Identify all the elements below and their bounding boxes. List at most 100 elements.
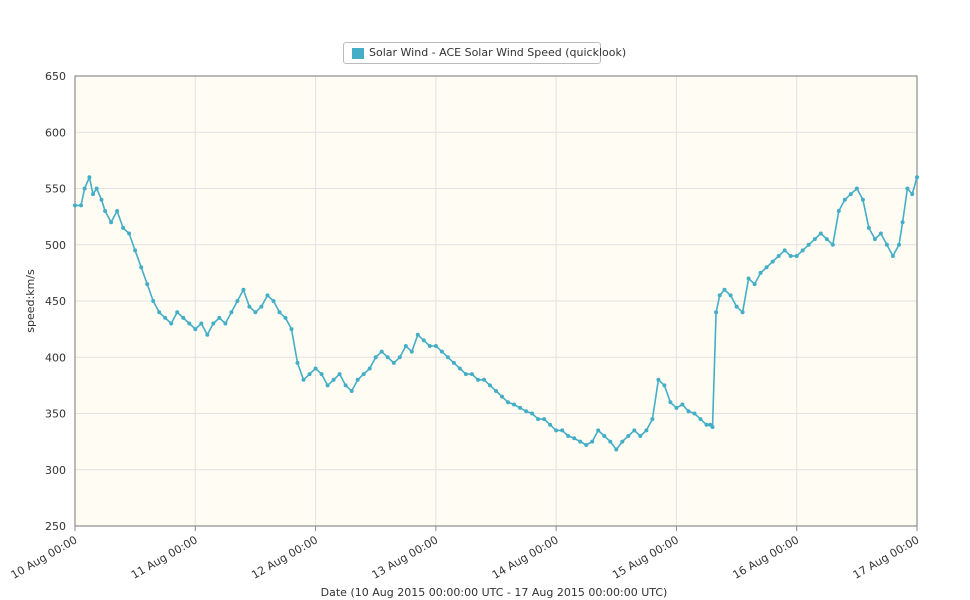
data-point — [127, 231, 132, 236]
data-point — [572, 436, 577, 441]
data-point — [866, 225, 871, 230]
data-point — [824, 237, 829, 242]
data-point — [379, 349, 384, 354]
data-point — [205, 332, 210, 337]
data-point — [445, 355, 450, 360]
data-point — [482, 377, 486, 382]
data-point — [500, 394, 504, 399]
data-point — [121, 225, 126, 230]
data-point — [752, 282, 757, 287]
data-point — [343, 383, 348, 388]
data-point — [848, 192, 853, 197]
data-point — [764, 265, 769, 270]
data-point — [788, 254, 793, 258]
data-point — [554, 428, 559, 433]
data-point — [157, 310, 162, 315]
y-tick-label: 250 — [45, 520, 66, 533]
y-tick-label: 400 — [45, 351, 66, 364]
x-tick-label: 12 Aug 00:00 — [249, 533, 320, 581]
data-point — [457, 366, 462, 371]
data-point — [596, 428, 601, 433]
data-point — [367, 366, 372, 371]
data-point — [812, 237, 817, 242]
y-tick-label: 650 — [45, 70, 66, 83]
data-point — [463, 372, 468, 377]
data-point — [295, 360, 300, 365]
data-point — [259, 304, 264, 309]
data-point — [163, 315, 168, 320]
data-point — [698, 417, 703, 422]
legend-swatch — [352, 48, 364, 59]
data-point — [524, 409, 529, 414]
data-point — [506, 400, 510, 405]
data-point — [632, 428, 637, 433]
data-point — [271, 299, 276, 303]
x-tick-label: 11 Aug 00:00 — [129, 533, 200, 581]
data-point — [900, 220, 905, 225]
data-point — [566, 434, 571, 438]
data-point — [403, 344, 408, 348]
data-point — [890, 254, 895, 258]
data-point — [361, 372, 366, 377]
data-point — [728, 293, 733, 298]
data-point — [235, 299, 240, 303]
y-tick-label: 450 — [45, 295, 66, 308]
data-point — [253, 310, 258, 315]
y-axis-label: speed:km/s — [24, 269, 37, 333]
data-point — [283, 315, 288, 320]
data-point — [217, 315, 222, 320]
data-point — [211, 321, 216, 326]
data-point — [331, 377, 336, 382]
data-point — [289, 327, 294, 332]
data-point — [818, 231, 823, 236]
data-point — [439, 349, 444, 354]
y-tick-label: 350 — [45, 408, 66, 421]
data-point — [578, 439, 583, 444]
y-tick-label: 500 — [45, 239, 66, 252]
data-point — [73, 203, 77, 208]
data-point — [830, 242, 835, 247]
data-point — [469, 372, 474, 377]
data-point — [872, 237, 877, 242]
x-tick-label: 10 Aug 00:00 — [9, 533, 80, 581]
data-point — [530, 411, 535, 416]
x-axis-label: Date (10 Aug 2015 00:00:00 UTC - 17 Aug … — [321, 586, 668, 599]
data-point — [734, 304, 739, 309]
data-point — [94, 186, 99, 191]
data-point — [385, 355, 390, 360]
data-point — [451, 360, 456, 365]
data-point — [560, 428, 565, 433]
data-point — [644, 428, 649, 433]
data-point — [662, 383, 667, 388]
data-point — [193, 327, 198, 332]
data-point — [151, 299, 156, 303]
data-point — [584, 443, 589, 447]
data-point — [133, 248, 138, 253]
data-point — [319, 372, 324, 377]
data-point — [794, 254, 799, 258]
data-point — [199, 321, 204, 326]
data-point — [421, 338, 426, 343]
x-tick-label: 17 Aug 00:00 — [851, 533, 922, 581]
data-point — [494, 389, 498, 393]
data-point — [397, 355, 402, 360]
data-point — [842, 197, 847, 202]
data-point — [427, 344, 432, 348]
data-point — [704, 422, 709, 427]
data-point — [82, 186, 87, 191]
y-tick-label: 550 — [45, 183, 66, 196]
legend[interactable]: Solar Wind - ACE Solar Wind Speed (quick… — [343, 42, 626, 64]
data-point — [542, 417, 547, 422]
data-point — [415, 332, 420, 337]
data-point — [277, 310, 282, 315]
data-point — [115, 209, 120, 213]
data-point — [674, 405, 679, 410]
data-point — [139, 265, 144, 270]
data-point — [590, 439, 595, 444]
data-point — [854, 186, 859, 191]
series-layer — [73, 175, 919, 452]
data-point — [181, 315, 186, 320]
y-axis: 250 300 350 400 450 500 550 600 650 — [45, 70, 66, 533]
data-point — [800, 248, 805, 253]
